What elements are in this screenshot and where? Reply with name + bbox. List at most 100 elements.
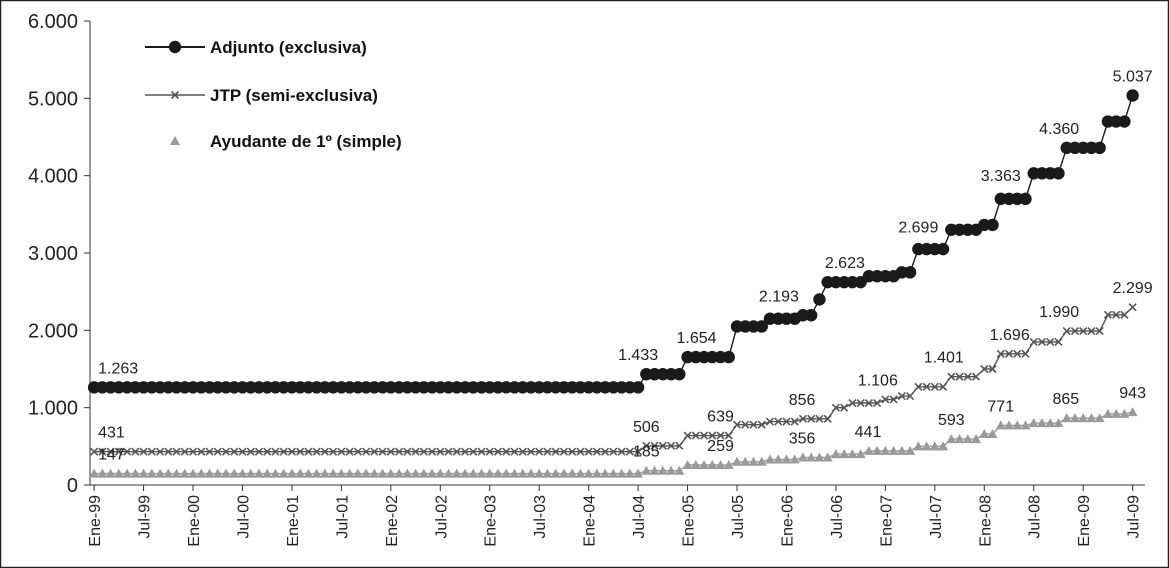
data-point xyxy=(90,447,99,456)
data-point xyxy=(469,447,478,456)
data-point xyxy=(947,372,956,381)
data-point xyxy=(625,447,634,456)
data-label: 1.654 xyxy=(676,330,716,347)
data-point xyxy=(370,447,379,456)
data-point xyxy=(336,468,347,478)
data-point xyxy=(873,398,882,408)
x-tick-label: Jul-02 xyxy=(433,495,450,539)
data-point xyxy=(106,447,115,456)
data-point xyxy=(1119,408,1130,418)
data-point xyxy=(501,468,512,478)
data-point xyxy=(1004,349,1014,358)
data-point xyxy=(138,468,149,478)
data-point xyxy=(906,392,915,401)
data-point xyxy=(591,468,602,478)
data-point xyxy=(988,364,997,374)
data-point xyxy=(163,468,174,478)
data-point xyxy=(848,398,857,408)
data-point xyxy=(995,420,1006,430)
legend-marker xyxy=(170,136,180,145)
legend-marker xyxy=(168,40,182,54)
data-point xyxy=(881,395,890,404)
x-tick-label: Ene-04 xyxy=(582,495,599,547)
data-point xyxy=(436,447,445,456)
data-point xyxy=(617,447,626,456)
data-point xyxy=(896,445,907,455)
data-point xyxy=(1112,310,1121,319)
data-point xyxy=(634,447,643,456)
data-point xyxy=(863,445,874,455)
data-point xyxy=(741,420,750,429)
data-point xyxy=(180,447,189,456)
data-point xyxy=(1127,407,1138,417)
data-point xyxy=(286,468,297,478)
data-point xyxy=(1028,418,1039,428)
data-point xyxy=(402,468,413,478)
data-point xyxy=(971,434,982,444)
data-point xyxy=(764,454,775,464)
data-point xyxy=(864,398,873,408)
data-point xyxy=(601,447,610,456)
data-point xyxy=(278,468,289,478)
legend-item-0: Adjunto (exclusiva) xyxy=(145,38,367,57)
data-point xyxy=(815,414,824,423)
data-point xyxy=(254,447,264,456)
data-point xyxy=(517,468,528,478)
x-tick-label: Ene-08 xyxy=(977,495,994,547)
data-point xyxy=(1118,115,1131,128)
data-point xyxy=(485,447,494,456)
series-2 xyxy=(89,407,1138,478)
data-point xyxy=(477,447,486,456)
data-point xyxy=(229,468,240,478)
data-point xyxy=(337,447,346,456)
data-label: 1.433 xyxy=(618,347,658,364)
data-point xyxy=(798,414,808,423)
data-label: 2.623 xyxy=(825,255,865,272)
data-point xyxy=(903,266,917,279)
data-point xyxy=(986,218,999,232)
data-point xyxy=(732,420,742,429)
x-tick-label: Ene-02 xyxy=(384,495,401,547)
data-label: 1.401 xyxy=(924,350,964,367)
data-point xyxy=(1120,310,1129,319)
data-point xyxy=(345,447,354,456)
data-point xyxy=(452,447,461,456)
data-point xyxy=(748,456,759,466)
data-point xyxy=(492,468,503,478)
data-point xyxy=(755,320,768,333)
data-point xyxy=(716,431,725,440)
x-tick-label: Ene-05 xyxy=(681,495,698,547)
data-point xyxy=(567,468,578,478)
data-point xyxy=(542,468,553,478)
data-point xyxy=(1069,413,1080,423)
data-point xyxy=(303,468,314,478)
data-point xyxy=(188,447,198,456)
data-label: 856 xyxy=(789,392,816,409)
data-point xyxy=(1078,413,1089,423)
y-tick-label: 2.000 xyxy=(28,320,78,342)
data-point xyxy=(691,431,700,440)
data-point xyxy=(1111,408,1122,418)
data-point xyxy=(1045,418,1056,428)
data-point xyxy=(526,447,536,456)
data-point xyxy=(353,447,362,456)
data-point xyxy=(1062,327,1071,336)
data-point xyxy=(89,468,100,478)
data-point xyxy=(740,456,751,466)
data-point xyxy=(369,468,380,478)
data-point xyxy=(155,447,165,456)
data-point xyxy=(888,445,899,455)
data-point xyxy=(971,372,981,381)
x-tick-label: Ene-06 xyxy=(779,495,796,547)
data-point xyxy=(723,459,734,469)
data-point xyxy=(649,465,660,475)
data-point xyxy=(830,449,841,459)
data-point xyxy=(205,447,214,456)
data-point xyxy=(147,447,156,456)
data-point xyxy=(600,468,611,478)
data-point xyxy=(1103,310,1112,319)
data-label: 593 xyxy=(938,412,965,429)
x-tick-label: Ene-00 xyxy=(186,495,203,547)
data-label: 639 xyxy=(707,409,734,426)
